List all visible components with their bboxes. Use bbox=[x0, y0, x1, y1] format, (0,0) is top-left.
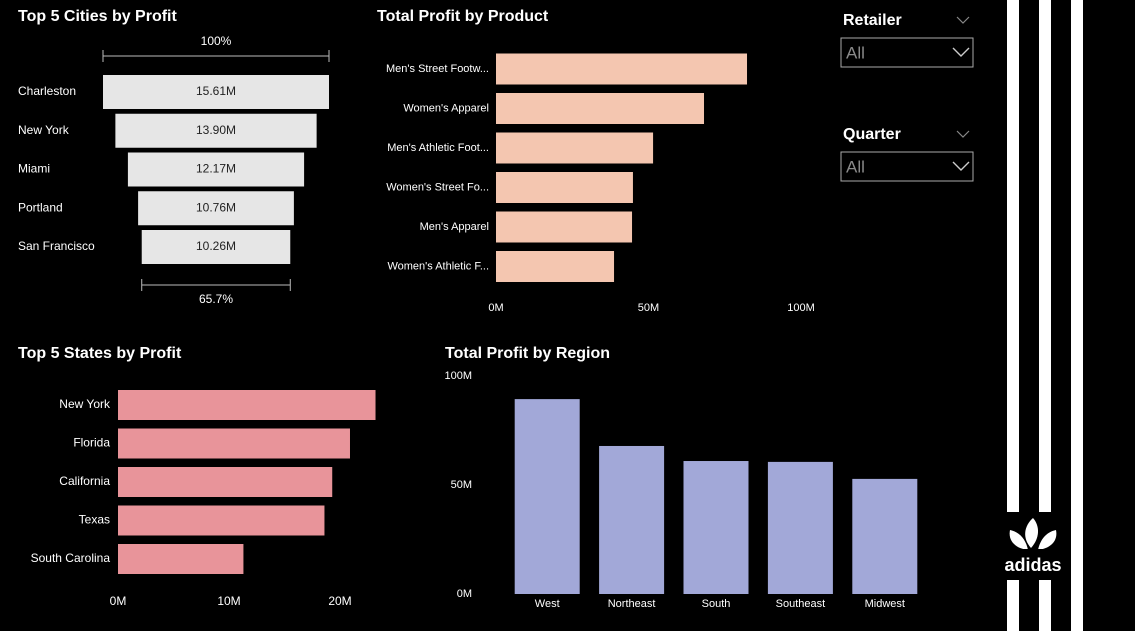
dropdown[interactable] bbox=[840, 37, 974, 68]
x-tick-label: South bbox=[702, 598, 731, 610]
bar bbox=[599, 445, 665, 594]
funnel-bar bbox=[138, 191, 294, 226]
logo: adidas bbox=[1004, 555, 1061, 575]
stripe bbox=[1071, 0, 1083, 631]
bar bbox=[118, 505, 325, 536]
bar bbox=[767, 461, 833, 594]
bar bbox=[496, 93, 705, 124]
category-label: Men's Apparel bbox=[420, 221, 489, 233]
x-tick-label: West bbox=[535, 598, 560, 610]
dropdown-value: All bbox=[846, 43, 865, 62]
funnel-bar bbox=[127, 152, 305, 187]
category-label: Men's Street Footw... bbox=[386, 63, 489, 75]
category-label: New York bbox=[18, 123, 70, 137]
stripe bbox=[1039, 0, 1051, 631]
value-label: 13.90M bbox=[196, 123, 236, 137]
category-label: Texas bbox=[79, 513, 110, 527]
dropdown-value: All bbox=[846, 157, 865, 176]
conversion-label: 100% bbox=[201, 34, 232, 48]
x-tick-label: Northeast bbox=[608, 598, 656, 610]
value-label: 15.61M bbox=[196, 84, 236, 98]
dropdown-chevron bbox=[952, 161, 970, 171]
bar bbox=[683, 461, 749, 594]
x-tick-label: 0M bbox=[488, 302, 503, 314]
bar bbox=[514, 399, 580, 594]
y-tick-label: 100M bbox=[444, 370, 472, 382]
slicer[interactable]: Quarter All bbox=[840, 126, 974, 182]
category-label: Women's Apparel bbox=[403, 102, 489, 114]
funnel-bar bbox=[115, 113, 317, 148]
bar bbox=[118, 544, 244, 574]
dropdown[interactable] bbox=[840, 151, 974, 182]
category-label: Charleston bbox=[18, 84, 76, 98]
bar bbox=[118, 390, 376, 420]
x-tick-label: 10M bbox=[217, 594, 240, 608]
category-label: San Francisco bbox=[18, 239, 95, 253]
bar bbox=[118, 428, 350, 459]
category-label: South Carolina bbox=[31, 551, 111, 565]
x-tick-label: 50M bbox=[638, 302, 659, 314]
collapse-chevron bbox=[956, 130, 970, 138]
stripe bbox=[1007, 0, 1019, 631]
category-label: Women's Street Fo... bbox=[386, 181, 489, 193]
bar bbox=[496, 53, 748, 85]
y-tick-label: 0M bbox=[457, 588, 472, 600]
value-label: 10.26M bbox=[196, 239, 236, 253]
bar bbox=[496, 211, 633, 243]
x-tick-label: 20M bbox=[328, 594, 351, 608]
slicer[interactable]: Retailer All bbox=[840, 12, 974, 68]
bar bbox=[496, 132, 654, 164]
chart-title: Total Profit by Region bbox=[445, 345, 610, 362]
category-label: Portland bbox=[18, 200, 63, 214]
dropdown-chevron bbox=[952, 47, 970, 57]
category-label: Men's Athletic Foot... bbox=[387, 142, 489, 154]
collapse-chevron bbox=[956, 16, 970, 24]
funnel-bar bbox=[141, 230, 291, 264]
value-label: 10.76M bbox=[196, 200, 236, 214]
bar bbox=[496, 251, 615, 282]
category-label: Florida bbox=[73, 436, 110, 450]
bar bbox=[496, 172, 633, 203]
slicer-title: Quarter bbox=[843, 126, 901, 143]
chart-title: Top 5 Cities by Profit bbox=[18, 8, 178, 25]
category-label: Miami bbox=[18, 162, 50, 176]
category-label: New York bbox=[59, 397, 111, 411]
chart-title: Top 5 States by Profit bbox=[18, 345, 182, 362]
y-tick-label: 50M bbox=[451, 479, 472, 491]
bar bbox=[852, 478, 918, 594]
brand-panel: adidas bbox=[998, 0, 1083, 631]
value-label: 12.17M bbox=[196, 162, 236, 176]
chart-title: Total Profit by Product bbox=[377, 8, 549, 25]
slicer-title: Retailer bbox=[843, 12, 902, 29]
conversion-label: 65.7% bbox=[199, 292, 233, 306]
category-label: Women's Athletic F... bbox=[387, 260, 489, 272]
x-tick-label: Midwest bbox=[865, 598, 905, 610]
funnel-bar bbox=[103, 75, 329, 109]
x-tick-label: 0M bbox=[110, 594, 127, 608]
category-label: California bbox=[59, 474, 110, 488]
bar bbox=[118, 467, 333, 497]
trefoil bbox=[1008, 518, 1060, 551]
x-tick-label: 100M bbox=[787, 302, 815, 314]
x-tick-label: Southeast bbox=[776, 598, 826, 610]
